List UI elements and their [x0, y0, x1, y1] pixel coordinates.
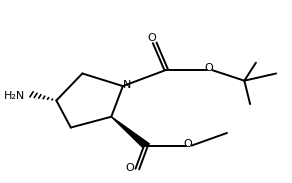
Text: N: N — [122, 80, 131, 90]
Text: O: O — [204, 63, 213, 73]
Text: H₂N: H₂N — [4, 91, 25, 101]
Polygon shape — [111, 117, 150, 147]
Text: O: O — [126, 163, 135, 173]
Text: O: O — [184, 139, 193, 149]
Text: O: O — [147, 33, 156, 43]
